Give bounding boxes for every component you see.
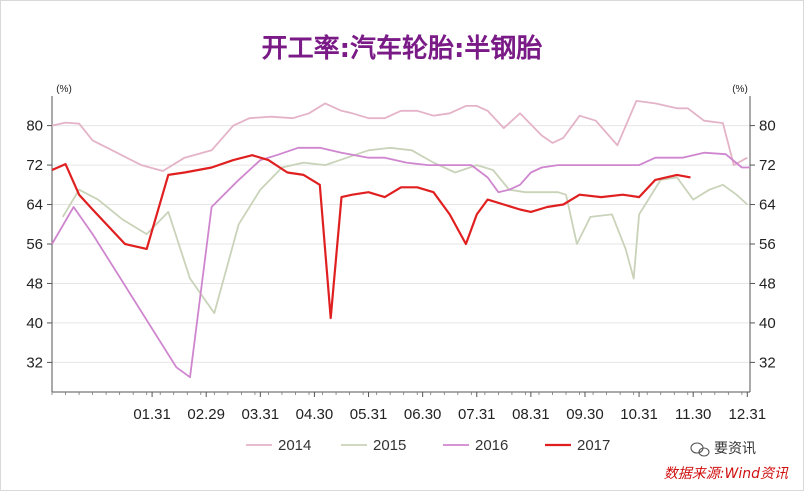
gridlines: [52, 125, 750, 363]
y-tick-label-left: 48: [26, 275, 43, 292]
y-tick-label-right: 72: [759, 157, 776, 174]
series-line-2017: [51, 154, 691, 320]
y-tick-label-left: 64: [26, 197, 43, 214]
left-unit-label: (%): [56, 84, 72, 95]
x-tick-label: 10.31: [620, 406, 658, 423]
x-tick-label: 05.31: [350, 406, 388, 423]
x-tick-label: 01.31: [133, 406, 171, 423]
y-tick-label-right: 64: [759, 197, 776, 214]
watermark: 要资讯: [690, 441, 756, 457]
right-unit-label: (%): [732, 84, 748, 95]
legend-label-2014: 2014: [278, 437, 311, 454]
plot-series: [51, 100, 750, 379]
y-tick-label-right: 32: [759, 354, 776, 371]
y-tick-label-left: 56: [26, 236, 43, 253]
legend-label-2016: 2016: [475, 437, 508, 454]
x-tick-label: 08.31: [512, 406, 550, 423]
y-tick-label-left: 72: [26, 157, 43, 174]
axes: 32 32 40 40 48 48 56 56 64 64 72 72 80 80 01.31 02.29 03…: [26, 96, 776, 423]
x-tick-label: 04.30: [296, 406, 334, 423]
y-tick-label-right: 48: [759, 275, 776, 292]
x-tick-label: 02.29: [187, 406, 225, 423]
x-tick-label: 07.31: [458, 406, 496, 423]
y-tick-label-right: 56: [759, 236, 776, 253]
y-tick-label-right: 40: [759, 315, 776, 332]
x-tick-label: 12.31: [729, 406, 767, 423]
legend-label-2015: 2015: [373, 437, 406, 454]
series-line-2015: [62, 146, 748, 315]
x-tick-label: 09.30: [566, 406, 604, 423]
legend: 2014 2015 2016 2017: [246, 437, 610, 454]
wechat-icon: [690, 442, 710, 457]
y-tick-label-left: 32: [26, 354, 43, 371]
x-tick-label: 06.30: [404, 406, 442, 423]
x-tick-label: 03.31: [242, 406, 280, 423]
source-note: 数据来源:Wind资讯: [664, 466, 789, 482]
x-tick-label: 11.30: [675, 406, 711, 423]
series-line-2016: [51, 146, 750, 379]
y-tick-label-right: 80: [759, 118, 776, 135]
series-line-2014: [51, 100, 748, 172]
y-tick-label-left: 80: [26, 118, 43, 135]
watermark-text: 要资讯: [714, 441, 756, 457]
y-tick-label-left: 40: [26, 315, 43, 332]
legend-label-2017: 2017: [577, 437, 610, 454]
chart-title: 开工率:汽车轮胎:半钢胎: [262, 33, 543, 64]
